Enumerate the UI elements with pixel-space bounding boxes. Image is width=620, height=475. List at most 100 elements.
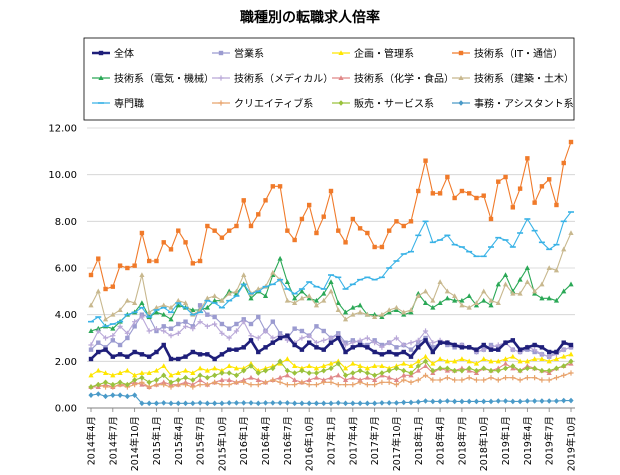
data-point [306,293,312,298]
data-point [95,325,101,331]
data-point [248,363,254,369]
legend-swatch-marker [218,50,224,56]
series-layer [88,139,574,407]
data-point [415,358,421,364]
legend-label: 企画・管理系 [354,47,414,60]
data-point [241,367,247,374]
data-point [379,311,385,317]
series-3 [88,351,574,378]
y-tick-label: 4.00 [55,310,77,321]
data-point [182,379,189,385]
data-point [422,363,429,368]
data-point [248,338,254,343]
data-point [372,244,377,250]
data-point [313,302,320,308]
x-tick-label: 2018年1月 [413,416,425,465]
x-tick-label: 2016年1月 [238,416,250,465]
legend-label: 技術系（電気・機械） [114,72,214,85]
data-point [88,342,94,348]
x-tick-label: 2016年4月 [260,416,272,465]
data-point [532,365,538,372]
data-point [321,367,327,374]
data-point [161,342,166,348]
data-point [321,347,326,352]
data-point [153,304,160,310]
data-point [117,379,123,386]
data-point [561,372,567,378]
data-point [394,352,399,357]
data-point [437,398,443,405]
series-4 [88,139,574,292]
data-point [503,340,508,345]
data-point [110,354,116,359]
data-point [386,367,392,374]
legend-swatch-marker [98,75,104,80]
grid [87,127,575,362]
data-point [292,295,298,301]
data-point [226,290,232,296]
data-point [481,356,487,361]
data-point [103,345,108,350]
data-point [132,382,138,388]
legend-label: 専門職 [114,98,144,110]
data-point [313,400,320,407]
data-point [241,377,247,382]
data-point [517,276,523,282]
data-point [190,370,196,375]
data-point [255,286,261,291]
data-point [255,377,261,382]
data-point [495,358,501,364]
legend-label: 事務・アシスタント系 [474,97,574,110]
data-point [139,230,145,236]
data-point [422,353,429,359]
data-point [241,319,247,325]
data-point [364,311,370,317]
data-point [364,365,370,371]
data-point [342,309,349,315]
data-point [88,272,94,278]
data-point [466,293,472,298]
data-point [197,400,203,406]
data-point [132,324,137,329]
data-point [175,302,181,308]
data-point [197,382,203,388]
data-point [204,374,210,381]
data-point [401,360,407,366]
data-point [495,398,501,404]
legend-label: 技術系（メディカル） [234,72,333,85]
data-point [146,309,152,315]
data-point [473,300,480,305]
legend-swatch-marker [458,50,464,56]
data-point [495,377,501,383]
data-point [445,174,450,180]
legend [83,37,575,121]
data-point [364,335,370,341]
data-point [270,269,276,275]
data-point [292,300,298,305]
data-point [452,293,458,298]
data-point [226,335,232,341]
data-point [350,311,356,317]
data-point [299,328,305,334]
data-point [292,400,298,407]
data-point [415,399,421,405]
data-point [190,349,196,355]
data-point [408,219,414,224]
data-point [197,303,203,308]
data-point [110,333,116,339]
data-point [546,354,552,360]
data-point [415,337,421,343]
data-point [168,247,174,252]
data-point [321,379,327,385]
legend-swatch-marker [458,100,464,106]
data-point [233,400,240,406]
data-point [175,382,181,388]
data-point [481,288,487,294]
data-point [263,198,268,203]
data-point [365,345,370,350]
legend-label: 全体 [114,47,134,60]
data-point [285,228,290,233]
data-point [561,340,566,345]
data-point [372,363,378,368]
data-point [510,363,516,369]
